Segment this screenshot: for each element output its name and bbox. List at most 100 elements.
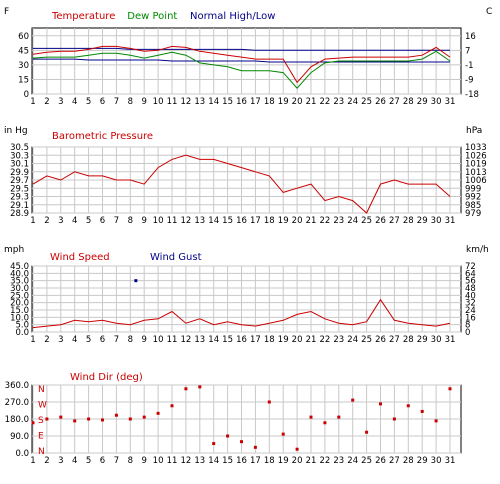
x-tick-label: 22: [319, 335, 330, 345]
x-tick-label: 3: [58, 335, 63, 345]
x-tick-label: 27: [389, 97, 400, 107]
x-tick-label: 8: [128, 97, 133, 107]
right-unit-label: km/h: [466, 245, 489, 255]
wind-dir-point: [323, 421, 327, 425]
chart-title: Barometric Pressure: [52, 131, 153, 142]
y2-tick-label: 1006: [465, 176, 487, 186]
x-tick-label: 6: [100, 216, 105, 226]
y2-tick-label: 72: [465, 262, 476, 272]
x-tick-label: 15: [222, 335, 233, 345]
x-tick-label: 5: [86, 216, 91, 226]
wind-dir-point: [351, 398, 355, 402]
x-tick-label: 18: [264, 335, 275, 345]
x-tick-label: 1: [30, 335, 35, 345]
x-tick-label: 11: [167, 97, 178, 107]
x-tick-label: 5: [86, 97, 91, 107]
y2-tick-label: 1013: [465, 168, 487, 178]
x-tick-label: 22: [319, 456, 330, 466]
x-tick-label: 6: [100, 456, 105, 466]
x-tick-label: 29: [417, 97, 428, 107]
x-tick-label: 14: [208, 97, 219, 107]
y2-tick-label: 1019: [465, 160, 487, 170]
x-tick-label: 8: [128, 335, 133, 345]
x-tick-label: 19: [278, 216, 289, 226]
legend-wind-gust: Wind Gust: [150, 252, 202, 263]
wind-dir-point: [337, 415, 341, 419]
compass-label-e: E: [38, 432, 44, 442]
x-tick-label: 4: [72, 216, 77, 226]
wind-dir-point: [142, 415, 146, 419]
legend-wind-speed: Wind Speed: [50, 252, 110, 263]
x-tick-label: 30: [431, 216, 442, 226]
x-tick-label: 24: [347, 97, 358, 107]
y-tick-label: 270.0: [5, 398, 29, 408]
series-temperature: [32, 45, 451, 84]
wind-dir-point: [448, 387, 452, 391]
y2-tick-label: 979: [465, 209, 481, 219]
x-tick-label: 16: [236, 97, 247, 107]
wind-dir-point: [379, 402, 382, 406]
x-tick-label: 14: [208, 216, 219, 226]
wind-dir-point: [156, 411, 160, 415]
y2-tick-label: 8: [465, 321, 470, 331]
x-tick-label: 27: [389, 216, 400, 226]
x-tick-label: 18: [264, 97, 275, 107]
y2-tick-label: 992: [465, 193, 481, 203]
wind-dir-point: [59, 415, 63, 419]
x-tick-label: 27: [389, 456, 400, 466]
compass-label-s: S: [38, 416, 44, 426]
left-unit-label: in Hg: [4, 126, 28, 136]
y-tick-label: 0.0: [15, 449, 29, 459]
wind-dir-point: [226, 434, 230, 438]
x-tick-label: 9: [141, 216, 146, 226]
plot-area-3: [31, 265, 462, 333]
wind-dir-point: [212, 442, 216, 446]
x-tick-label: 25: [361, 335, 372, 345]
right-unit-label: hPa: [466, 126, 482, 136]
y-tick-label: 29.7: [10, 176, 29, 186]
wind-dir-point: [101, 418, 104, 422]
x-tick-label: 31: [445, 216, 456, 226]
y2-tick-label: 7: [465, 46, 470, 56]
x-tick-label: 29: [417, 335, 428, 345]
x-tick-label: 27: [389, 335, 400, 345]
series-normal-low: [33, 58, 450, 63]
x-tick-label: 10: [153, 456, 164, 466]
x-tick-label: 20: [292, 335, 303, 345]
x-tick-label: 2: [44, 456, 49, 466]
y-tick-label: 15: [18, 75, 29, 85]
x-tick-label: 8: [128, 456, 133, 466]
wind-dir-point: [87, 417, 91, 421]
x-tick-label: 11: [167, 335, 178, 345]
wind-dir-point: [281, 432, 285, 436]
wind-dir-point: [295, 447, 299, 451]
x-tick-label: 30: [431, 335, 442, 345]
wind-dir-point: [406, 404, 410, 408]
x-tick-label: 11: [167, 216, 178, 226]
wind-gust-point: [134, 279, 138, 283]
wind-dir-point: [198, 385, 202, 389]
x-tick-label: 13: [194, 335, 205, 345]
y2-tick-label: 24: [465, 306, 476, 316]
x-tick-label: 16: [236, 335, 247, 345]
x-tick-label: 26: [375, 216, 386, 226]
x-tick-label: 25: [361, 216, 372, 226]
x-tick-label: 21: [306, 97, 317, 107]
y2-tick-label: -9: [465, 75, 473, 85]
wind-dir-point: [392, 417, 396, 421]
y-tick-label: 30.0: [10, 284, 29, 294]
compass-label-n: N: [38, 447, 45, 457]
x-tick-label: 5: [86, 456, 91, 466]
x-tick-label: 24: [347, 335, 358, 345]
x-tick-label: 29: [417, 216, 428, 226]
x-tick-label: 3: [58, 216, 63, 226]
y2-tick-label: 1026: [465, 151, 487, 161]
y-tick-label: 5.0: [15, 321, 29, 331]
x-tick-label: 19: [278, 335, 289, 345]
y-tick-label: 30.3: [10, 151, 29, 161]
x-tick-label: 4: [72, 97, 77, 107]
right-unit-label: C: [486, 7, 492, 17]
wind-dir-point: [73, 419, 77, 423]
